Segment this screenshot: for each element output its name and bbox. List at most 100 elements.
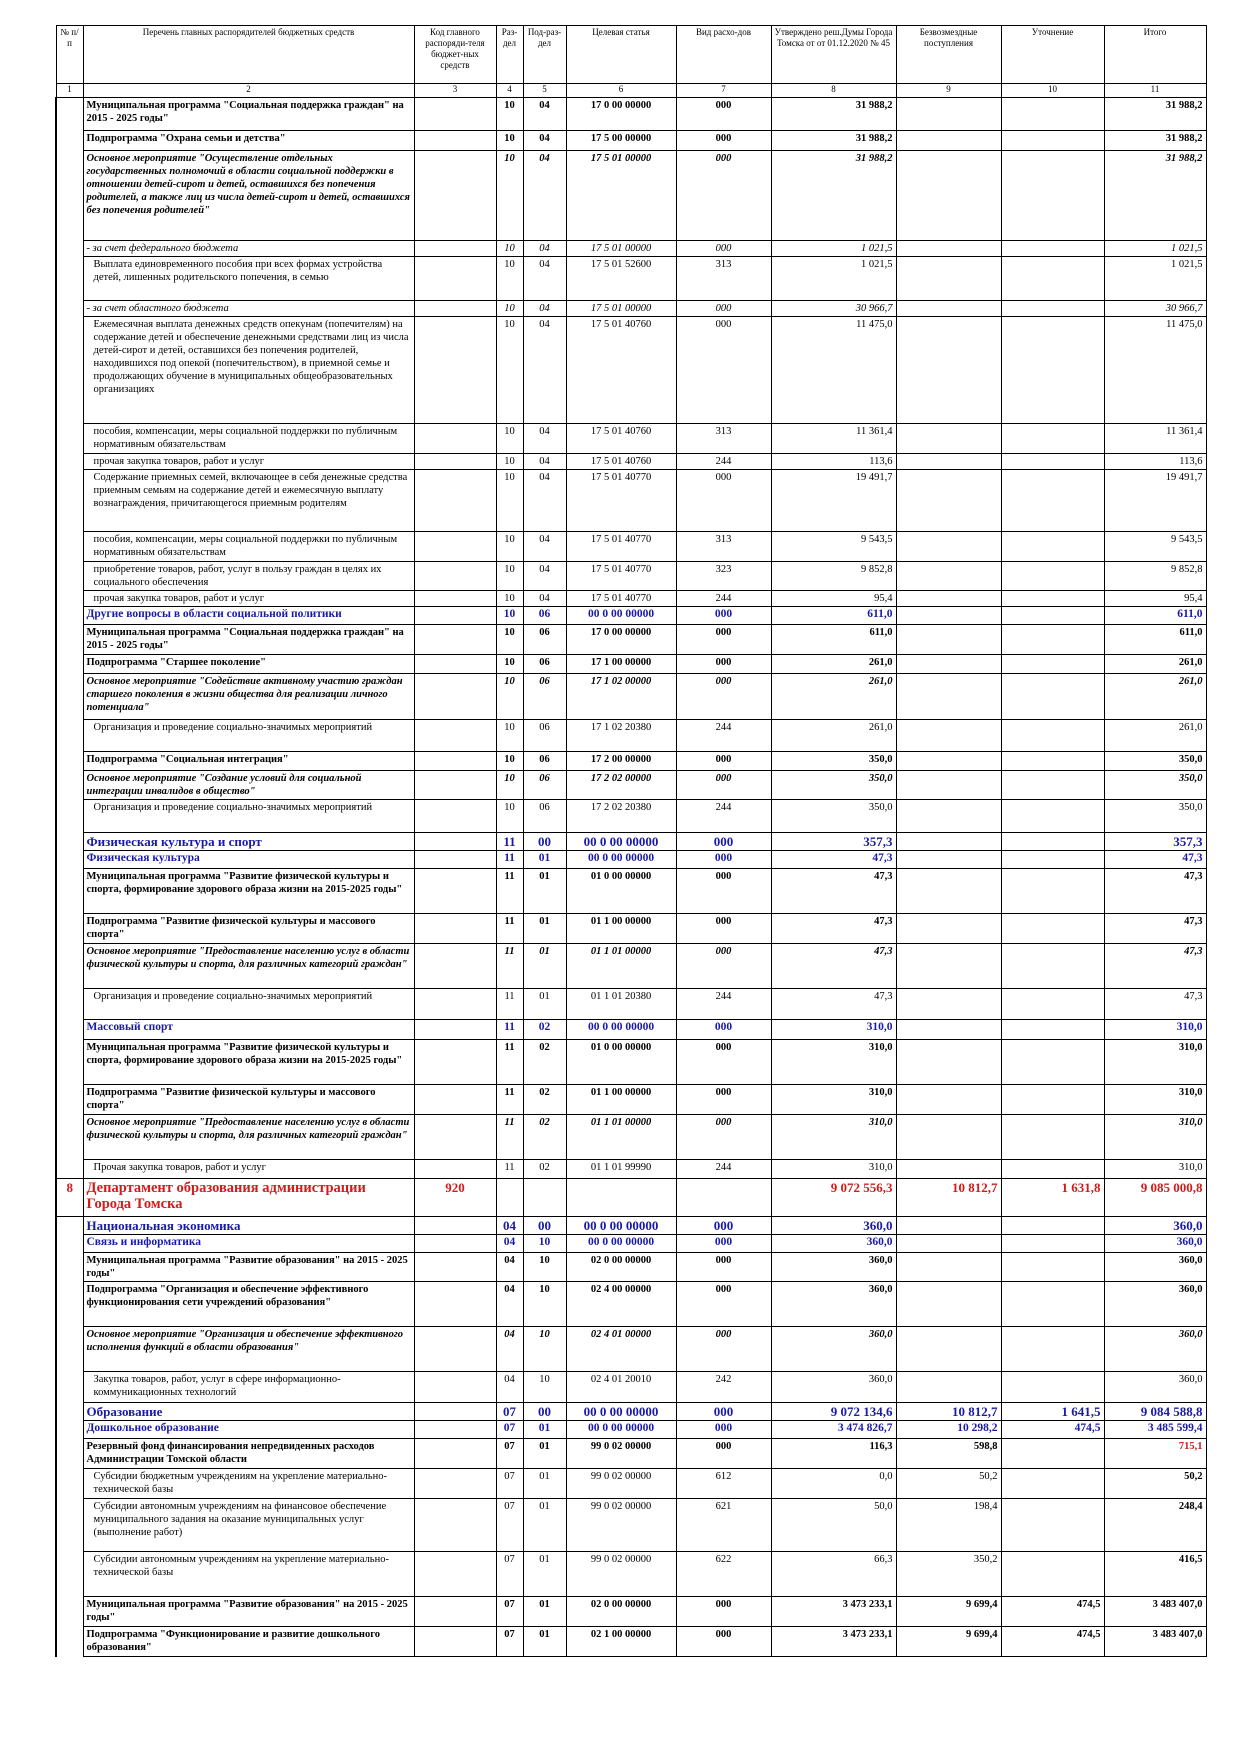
- section: 04: [495, 1216, 524, 1235]
- admin-code: [413, 240, 497, 257]
- row-number: [55, 316, 84, 424]
- admin-code: [413, 97, 497, 131]
- target-article: 17 5 01 40760: [565, 453, 677, 470]
- expense-type: 000: [675, 751, 772, 771]
- total-amount: 47,3: [1103, 868, 1207, 914]
- section: 07: [495, 1402, 524, 1421]
- target-article: 01 1 00 00000: [565, 1084, 677, 1115]
- row-number: [55, 1420, 84, 1439]
- column-number: 3: [413, 83, 497, 98]
- expense-type: 000: [675, 1234, 772, 1253]
- section: 07: [495, 1596, 524, 1627]
- total-amount: 9 084 588,8: [1103, 1402, 1207, 1421]
- item-name: Организация и проведение социально-значи…: [82, 988, 415, 1020]
- item-name: Основное мероприятие "Создание условий д…: [82, 770, 415, 800]
- approved-amount: 611,0: [770, 624, 897, 655]
- admin-code: [413, 130, 497, 151]
- grants-amount: [895, 943, 1002, 989]
- total-amount: 310,0: [1103, 1159, 1207, 1179]
- section: 07: [495, 1438, 524, 1469]
- table-row: Муниципальная программа "Развитие образо…: [55, 1596, 1207, 1627]
- subsection: 01: [522, 943, 567, 989]
- total-amount: 113,6: [1103, 453, 1207, 470]
- approved-amount: 47,3: [770, 943, 897, 989]
- grants-amount: [895, 654, 1002, 674]
- table-row: Образование 07 00 00 0 00 00000 000 9 072 134…: [55, 1402, 1207, 1421]
- expense-type: 000: [675, 1019, 772, 1040]
- grants-amount: 198,4: [895, 1498, 1002, 1552]
- column-number: 1: [55, 83, 84, 98]
- total-amount: 310,0: [1103, 1114, 1207, 1160]
- table-row: Подпрограмма "Социальная интеграция" 10 06…: [55, 751, 1207, 771]
- admin-code: [413, 1551, 497, 1597]
- table-row: Резервный фонд финансирования непредвиде…: [55, 1438, 1207, 1469]
- total-amount: 360,0: [1103, 1234, 1207, 1253]
- section: 11: [495, 988, 524, 1020]
- target-article: 01 1 01 00000: [565, 943, 677, 989]
- adjustment-amount: [1000, 1216, 1105, 1235]
- subsection: 01: [522, 913, 567, 944]
- admin-code: [413, 770, 497, 800]
- expense-type: 000: [675, 1039, 772, 1085]
- item-name: Выплата единовременного пособия при всех…: [82, 256, 415, 301]
- expense-type: 622: [675, 1551, 772, 1597]
- adjustment-amount: [1000, 1114, 1105, 1160]
- adjustment-amount: [1000, 673, 1105, 720]
- expense-type: 242: [675, 1371, 772, 1403]
- subsection: 01: [522, 988, 567, 1020]
- total-amount: 416,5: [1103, 1551, 1207, 1597]
- admin-code: [413, 1084, 497, 1115]
- grants-amount: [895, 624, 1002, 655]
- target-article: 01 1 01 00000: [565, 1114, 677, 1160]
- subsection: 04: [522, 97, 567, 131]
- total-amount: 360,0: [1103, 1326, 1207, 1372]
- section: 10: [495, 673, 524, 720]
- row-number: [55, 240, 84, 257]
- admin-code: [413, 423, 497, 454]
- grants-amount: [895, 913, 1002, 944]
- row-number: [55, 469, 84, 532]
- approved-amount: 310,0: [770, 1114, 897, 1160]
- admin-code: [413, 719, 497, 752]
- table-row: Содержание приемных семей, включающее в …: [55, 469, 1207, 532]
- approved-amount: 31 988,2: [770, 150, 897, 241]
- admin-code: [413, 561, 497, 591]
- column-number: 8: [770, 83, 897, 98]
- row-number: [55, 1114, 84, 1160]
- target-article: 17 2 02 20380: [565, 799, 677, 833]
- subsection: 01: [522, 1498, 567, 1552]
- adjustment-amount: [1000, 770, 1105, 800]
- table-row: Основное мероприятие "Предоставление нас…: [55, 943, 1207, 989]
- item-name: Муниципальная программа "Развитие образо…: [82, 1596, 415, 1627]
- section: 10: [495, 561, 524, 591]
- target-article: 17 1 02 00000: [565, 673, 677, 720]
- subsection: 06: [522, 673, 567, 720]
- section: 07: [495, 1420, 524, 1439]
- approved-amount: 350,0: [770, 770, 897, 800]
- section: 04: [495, 1371, 524, 1403]
- total-amount: 360,0: [1103, 1281, 1207, 1327]
- table-row: пособия, компенсации, меры социальной по…: [55, 531, 1207, 562]
- approved-amount: 47,3: [770, 868, 897, 914]
- item-name: Подпрограмма "Социальная интеграция": [82, 751, 415, 771]
- header-cell: Вид расхо-дов: [675, 25, 772, 84]
- admin-code: [413, 1626, 497, 1657]
- target-article: 00 0 00 00000: [565, 850, 677, 869]
- adjustment-amount: [1000, 832, 1105, 851]
- expense-type: 313: [675, 423, 772, 454]
- row-number: [55, 1596, 84, 1627]
- subsection: 04: [522, 256, 567, 301]
- total-amount: 3 485 599,4: [1103, 1420, 1207, 1439]
- expense-type: 000: [675, 300, 772, 317]
- expense-type: 000: [675, 832, 772, 851]
- total-amount: 1 021,5: [1103, 256, 1207, 301]
- approved-amount: 1 021,5: [770, 240, 897, 257]
- section: 07: [495, 1551, 524, 1597]
- section: 10: [495, 590, 524, 607]
- adjustment-amount: [1000, 1551, 1105, 1597]
- header-cell: Утверждено реш.Думы Города Томска от от …: [770, 25, 897, 84]
- item-name: Подпрограмма "Развитие физической культу…: [82, 1084, 415, 1115]
- expense-type: 244: [675, 799, 772, 833]
- section: 10: [495, 719, 524, 752]
- item-name: Дошкольное образование: [82, 1420, 415, 1439]
